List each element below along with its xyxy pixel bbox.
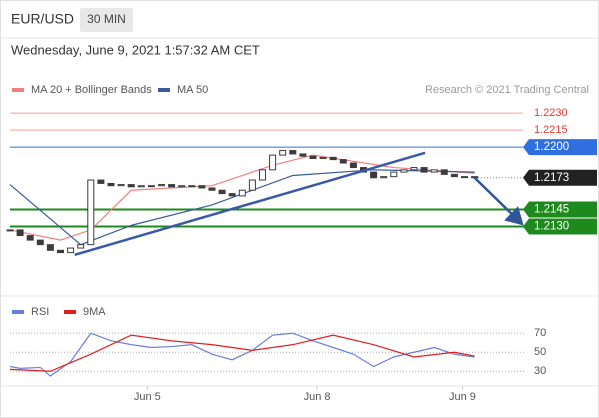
forecast-arrow bbox=[473, 176, 524, 226]
timeframe-badge bbox=[80, 8, 133, 32]
legend-swatch bbox=[12, 310, 24, 314]
candle bbox=[16, 229, 24, 237]
candle bbox=[400, 169, 408, 173]
level-badge bbox=[523, 169, 597, 186]
candle bbox=[299, 153, 307, 157]
y-tick-label: 30 bbox=[534, 365, 546, 377]
candle bbox=[289, 150, 297, 155]
candle bbox=[370, 171, 378, 179]
rsi-line bbox=[9, 332, 475, 377]
x-tick-label: Jun 9 bbox=[449, 391, 476, 403]
candle bbox=[208, 187, 216, 191]
chart-title: EUR/USD bbox=[11, 11, 74, 27]
legend-label: RSI bbox=[31, 306, 49, 318]
legend-swatch bbox=[12, 88, 24, 92]
level-label: 1.2230 bbox=[534, 107, 568, 119]
candle bbox=[319, 156, 327, 159]
candle bbox=[77, 244, 85, 249]
level-label: 1.2145 bbox=[534, 204, 569, 216]
candle bbox=[107, 182, 115, 187]
candle bbox=[57, 249, 64, 254]
trend-line bbox=[74, 151, 426, 257]
candle bbox=[471, 176, 479, 179]
candle bbox=[269, 154, 277, 171]
level-label: 1.2200 bbox=[534, 141, 569, 153]
level-label: 1.2130 bbox=[534, 221, 569, 233]
candle bbox=[137, 185, 145, 188]
timeframe: 30 MIN bbox=[87, 12, 126, 26]
y-tick-label: 50 bbox=[534, 346, 546, 358]
candle bbox=[461, 176, 468, 179]
level-badge bbox=[523, 201, 597, 218]
legend-swatch bbox=[64, 310, 76, 314]
legend-label: MA 20 + Bollinger Bands bbox=[31, 84, 152, 96]
candle bbox=[67, 247, 75, 254]
level-badge bbox=[523, 218, 597, 235]
level-badge bbox=[523, 139, 597, 156]
candle bbox=[430, 169, 438, 173]
level-label: 1.2215 bbox=[534, 124, 568, 136]
candle bbox=[309, 155, 317, 159]
candle bbox=[36, 239, 44, 246]
candle bbox=[349, 162, 357, 169]
rsi-line bbox=[9, 334, 475, 372]
date: Wednesday, June 9, 2021 1:57:32 AM CET bbox=[11, 42, 260, 57]
candle bbox=[440, 169, 448, 175]
x-tick-label: Jun 5 bbox=[134, 391, 161, 403]
candle bbox=[178, 185, 186, 188]
source: Research © 2021 Trading Central bbox=[425, 84, 589, 96]
candle bbox=[420, 167, 428, 173]
candle bbox=[97, 179, 105, 184]
candle bbox=[279, 150, 287, 156]
y-tick-label: 70 bbox=[534, 327, 546, 339]
legend-swatch bbox=[158, 88, 170, 92]
candle bbox=[218, 189, 226, 195]
level-label: 1.2173 bbox=[534, 172, 569, 184]
candle bbox=[127, 184, 135, 188]
candle bbox=[6, 229, 14, 232]
candle bbox=[339, 159, 347, 164]
candle bbox=[158, 184, 165, 187]
candle bbox=[410, 167, 418, 171]
candle bbox=[188, 185, 196, 188]
candle bbox=[198, 185, 206, 189]
candle bbox=[228, 193, 236, 197]
candle bbox=[46, 244, 54, 251]
candle bbox=[259, 169, 266, 181]
candle bbox=[87, 179, 95, 246]
legend-label: MA 50 bbox=[177, 84, 208, 96]
candle bbox=[147, 185, 155, 188]
candle bbox=[248, 179, 256, 191]
candle bbox=[238, 189, 246, 197]
candle bbox=[329, 156, 337, 161]
candle bbox=[117, 184, 125, 187]
candle bbox=[26, 235, 34, 241]
legend-label: 9MA bbox=[83, 306, 106, 318]
candle bbox=[380, 176, 388, 179]
candle bbox=[450, 173, 458, 178]
candle bbox=[390, 171, 398, 178]
x-tick-label: Jun 8 bbox=[304, 391, 331, 403]
candle bbox=[168, 184, 176, 188]
